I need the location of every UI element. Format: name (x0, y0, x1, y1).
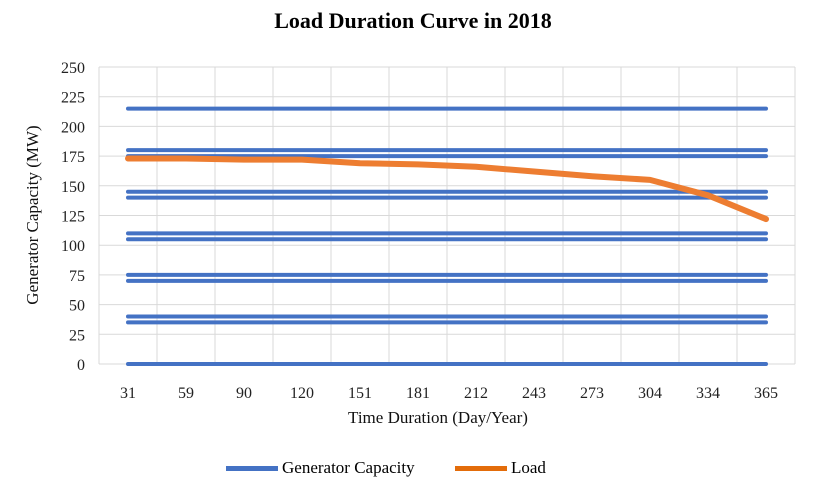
y-tick-label: 175 (61, 149, 85, 166)
legend: Generator Capacity Load (0, 458, 826, 482)
load-line (125, 155, 769, 223)
y-axis-label: Generator Capacity (MW) (23, 125, 42, 304)
legend-swatch-load (455, 465, 507, 471)
x-tick-label: 90 (236, 385, 252, 402)
y-tick-label: 0 (77, 357, 85, 374)
x-tick-label: 151 (348, 385, 372, 402)
x-tick-label: 31 (120, 385, 136, 402)
x-tick-label: 334 (696, 385, 720, 402)
legend-swatch-generator-capacity (226, 465, 278, 471)
chart-title: Load Duration Curve in 2018 (274, 8, 552, 33)
y-tick-label: 150 (61, 179, 85, 196)
y-axis-ticks: 0 25 50 75 100 125 150 175 200 225 250 (61, 60, 85, 374)
x-tick-label: 273 (580, 385, 604, 402)
y-tick-label: 75 (69, 268, 85, 285)
x-axis-ticks: 31 59 90 120 151 181 212 243 273 304 334 365 (120, 385, 778, 402)
x-tick-label: 365 (754, 385, 778, 402)
gridlines (98, 66, 796, 365)
y-tick-label: 200 (61, 119, 85, 136)
legend-item-generator-capacity: Generator Capacity (226, 458, 415, 478)
x-tick-label: 59 (178, 385, 194, 402)
x-tick-label: 243 (522, 385, 546, 402)
x-tick-label: 120 (290, 385, 314, 402)
y-tick-label: 250 (61, 60, 85, 77)
y-tick-label: 25 (69, 327, 85, 344)
x-tick-label: 304 (638, 385, 662, 402)
legend-item-load: Load (455, 458, 546, 478)
series-group (125, 106, 769, 366)
y-tick-label: 100 (61, 238, 85, 255)
x-tick-label: 212 (464, 385, 488, 402)
legend-label-generator-capacity: Generator Capacity (282, 458, 415, 477)
y-tick-label: 125 (61, 209, 85, 226)
legend-label-load: Load (511, 458, 546, 477)
y-tick-label: 225 (61, 90, 85, 107)
y-tick-label: 50 (69, 298, 85, 315)
x-axis-label: Time Duration (Day/Year) (348, 408, 528, 427)
x-tick-label: 181 (406, 385, 430, 402)
